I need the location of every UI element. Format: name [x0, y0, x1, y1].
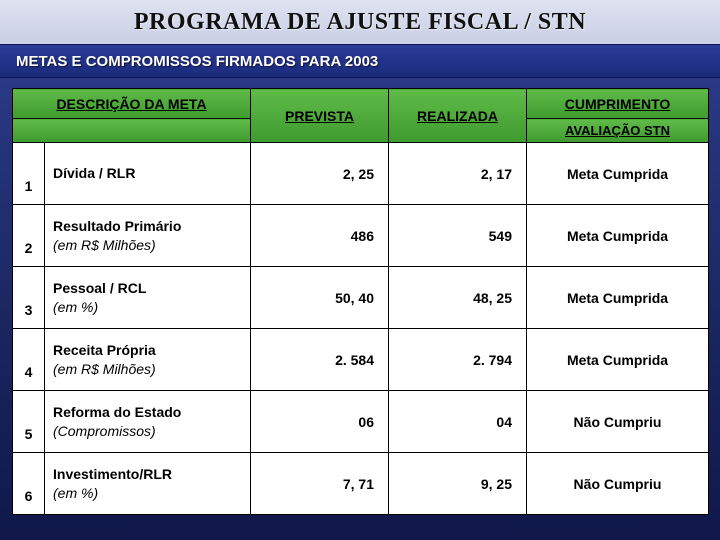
- row-desc: Pessoal / RCL (em %): [45, 267, 251, 329]
- row-index: 1: [13, 143, 45, 205]
- row-prev: 486: [251, 205, 389, 267]
- row-real: 2. 794: [389, 329, 527, 391]
- row-real: 04: [389, 391, 527, 453]
- row-note: (em %): [53, 484, 242, 503]
- row-index: 5: [13, 391, 45, 453]
- row-desc: Receita Própria (em R$ Milhões): [45, 329, 251, 391]
- page-subtitle: METAS E COMPROMISSOS FIRMADOS PARA 2003: [16, 53, 378, 70]
- title-bar: PROGRAMA DE AJUSTE FISCAL / STN: [0, 0, 720, 44]
- row-status: Meta Cumprida: [527, 205, 709, 267]
- row-index: 2: [13, 205, 45, 267]
- row-index: 6: [13, 453, 45, 515]
- row-note: (em %): [53, 298, 242, 317]
- row-desc: Reforma do Estado (Compromissos): [45, 391, 251, 453]
- row-label: Receita Própria: [53, 342, 156, 358]
- row-desc: Resultado Primário (em R$ Milhões): [45, 205, 251, 267]
- row-prev: 2, 25: [251, 143, 389, 205]
- row-prev: 7, 71: [251, 453, 389, 515]
- row-label: Reforma do Estado: [53, 404, 181, 420]
- col-avaliacao: AVALIAÇÃO STN: [527, 119, 709, 143]
- table-row: 1 Dívida / RLR 2, 25 2, 17 Meta Cumprida: [13, 143, 709, 205]
- table-row: 5 Reforma do Estado (Compromissos) 06 04…: [13, 391, 709, 453]
- row-label: Resultado Primário: [53, 218, 181, 234]
- table-header-row: DESCRIÇÃO DA META PREVISTA REALIZADA CUM…: [13, 89, 709, 119]
- table-row: 3 Pessoal / RCL (em %) 50, 40 48, 25 Met…: [13, 267, 709, 329]
- row-label: Investimento/RLR: [53, 466, 172, 482]
- row-real: 9, 25: [389, 453, 527, 515]
- row-desc: Dívida / RLR: [45, 143, 251, 205]
- row-label: Dívida / RLR: [53, 165, 135, 181]
- row-status: Meta Cumprida: [527, 329, 709, 391]
- row-prev: 2. 584: [251, 329, 389, 391]
- row-prev: 06: [251, 391, 389, 453]
- row-status: Meta Cumprida: [527, 143, 709, 205]
- row-status: Não Cumpriu: [527, 391, 709, 453]
- col-descricao-blank: [13, 119, 251, 143]
- row-note: (em R$ Milhões): [53, 236, 242, 255]
- col-prevista: PREVISTA: [251, 89, 389, 143]
- table-row: 6 Investimento/RLR (em %) 7, 71 9, 25 Nã…: [13, 453, 709, 515]
- row-status: Não Cumpriu: [527, 453, 709, 515]
- row-real: 48, 25: [389, 267, 527, 329]
- row-note: (Compromissos): [53, 422, 242, 441]
- table-row: 4 Receita Própria (em R$ Milhões) 2. 584…: [13, 329, 709, 391]
- col-realizada: REALIZADA: [389, 89, 527, 143]
- subtitle-bar: METAS E COMPROMISSOS FIRMADOS PARA 2003: [0, 44, 720, 78]
- page-title: PROGRAMA DE AJUSTE FISCAL / STN: [0, 0, 720, 44]
- row-index: 3: [13, 267, 45, 329]
- row-index: 4: [13, 329, 45, 391]
- col-descricao: DESCRIÇÃO DA META: [13, 89, 251, 119]
- row-status: Meta Cumprida: [527, 267, 709, 329]
- row-desc: Investimento/RLR (em %): [45, 453, 251, 515]
- metas-table: DESCRIÇÃO DA META PREVISTA REALIZADA CUM…: [12, 88, 709, 515]
- row-real: 2, 17: [389, 143, 527, 205]
- row-real: 549: [389, 205, 527, 267]
- row-note: (em R$ Milhões): [53, 360, 242, 379]
- table-row: 2 Resultado Primário (em R$ Milhões) 486…: [13, 205, 709, 267]
- col-cumprimento: CUMPRIMENTO: [527, 89, 709, 119]
- table-container: DESCRIÇÃO DA META PREVISTA REALIZADA CUM…: [0, 78, 720, 527]
- row-label: Pessoal / RCL: [53, 280, 146, 296]
- row-prev: 50, 40: [251, 267, 389, 329]
